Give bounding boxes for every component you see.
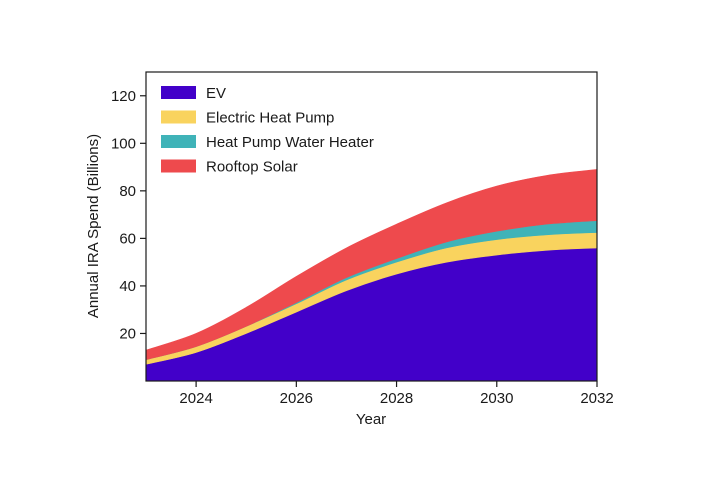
y-tick-label: 60 (119, 230, 136, 247)
area-series-group (145, 169, 598, 382)
legend-swatch-rooftop-solar (161, 159, 196, 173)
y-tick-label: 20 (119, 325, 136, 342)
legend-swatch-ev (161, 86, 196, 99)
x-axis: 2024 2026 2028 2030 2032 (179, 381, 614, 407)
y-tick-label: 40 (119, 278, 136, 295)
legend-label-rooftop-solar: Rooftop Solar (206, 159, 298, 176)
y-axis-title: Annual IRA Spend (Billions) (85, 134, 102, 318)
legend-label-heat-pump-water-heater: Heat Pump Water Heater (206, 134, 374, 151)
x-tick-label: 2030 (480, 390, 513, 407)
legend-label-electric-heat-pump: Electric Heat Pump (206, 110, 334, 127)
legend-label-ev: EV (206, 85, 226, 102)
x-tick-label: 2024 (179, 390, 212, 407)
y-tick-label: 100 (111, 135, 136, 152)
y-tick-label: 80 (119, 183, 136, 200)
legend-swatch-electric-heat-pump (161, 110, 196, 124)
legend-swatch-heat-pump-water-heater (161, 135, 196, 148)
y-tick-label: 120 (111, 88, 136, 105)
y-axis: 20 40 60 80 100 120 (111, 88, 146, 342)
x-axis-title: Year (356, 411, 386, 428)
x-tick-label: 2026 (280, 390, 313, 407)
x-tick-label: 2028 (380, 390, 413, 407)
x-tick-label: 2032 (580, 390, 613, 407)
plot-frame (145, 71, 598, 382)
legend: EV Electric Heat Pump Heat Pump Water Heat… (161, 85, 374, 176)
